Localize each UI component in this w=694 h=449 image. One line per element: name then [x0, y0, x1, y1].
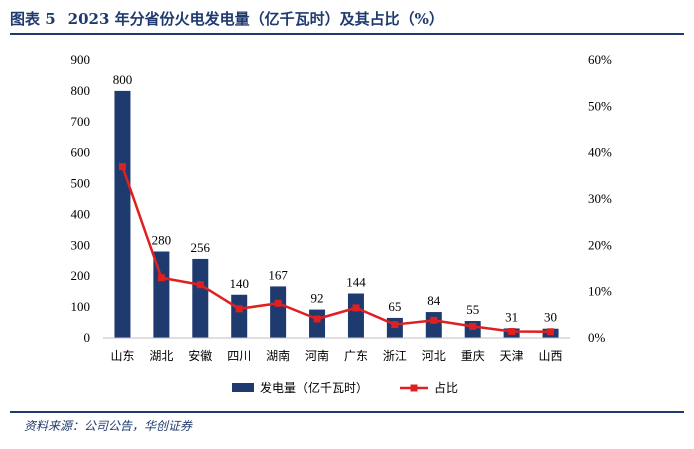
bar-data-label: 55 — [466, 302, 479, 317]
x-axis-category-label: 湖北 — [149, 348, 173, 363]
share-point-河南 — [313, 315, 321, 323]
y-axis-tick-label: 800 — [71, 83, 91, 98]
y2-axis-tick-label: 40% — [588, 145, 612, 160]
share-line — [121, 166, 551, 333]
x-axis-category-label: 河南 — [305, 348, 329, 363]
chart-area: 0 100 200 300 400 500 600 700 800 900 0% 10% 20% 30% 4… — [0, 36, 694, 408]
y2-axis-tick-label: 60% — [588, 52, 612, 67]
bar-data-label: 144 — [346, 275, 366, 290]
bar-广东 — [347, 293, 364, 338]
bar-四川 — [231, 294, 248, 338]
y-axis-tick-label: 600 — [71, 145, 91, 160]
y-axis-tick-label: 100 — [71, 299, 91, 314]
bar-data-label: 84 — [427, 293, 441, 308]
bar-安徽 — [192, 258, 209, 338]
y-axis-tick-label: 300 — [71, 237, 91, 252]
figure-caption: 2023 年分省份火电发电量（亿千瓦时）及其占比（%） — [67, 10, 444, 28]
bar-data-label: 30 — [544, 310, 557, 325]
y-axis-tick-label: 200 — [71, 268, 91, 283]
figure-title: 图表 5 2023 年分省份火电发电量（亿千瓦时）及其占比（%） — [10, 6, 456, 32]
y2-axis-tick-label: 0% — [588, 330, 606, 345]
bar-湖北 — [153, 251, 170, 338]
legend-line-label: 占比 — [434, 380, 458, 395]
bar-data-label: 167 — [268, 267, 288, 282]
share-point-山西 — [547, 328, 555, 336]
share-point-安徽 — [196, 281, 204, 289]
combo-chart: 0 100 200 300 400 500 600 700 800 900 0% 10% 20% 30% 4… — [71, 52, 613, 395]
x-axis-category-label: 四川 — [227, 349, 251, 363]
share-point-湖北 — [157, 274, 165, 282]
y2-axis-tick-label: 50% — [588, 98, 612, 113]
source-rule — [10, 411, 684, 413]
y2-axis-tick-label: 30% — [588, 191, 612, 206]
share-point-山东 — [118, 163, 126, 171]
bar-data-label: 800 — [113, 72, 133, 87]
y-axis-tick-label: 0 — [84, 330, 91, 345]
bar-山东 — [114, 90, 131, 338]
bar-data-label: 140 — [229, 276, 249, 291]
bar-河北 — [425, 312, 442, 338]
x-axis-category-label: 山西 — [539, 349, 563, 363]
bar-data-label: 280 — [152, 233, 172, 248]
y2-axis-tick-label: 10% — [588, 284, 612, 299]
y-axis-tick-label: 400 — [71, 206, 91, 221]
share-point-河北 — [430, 316, 438, 324]
bar-湖南 — [270, 286, 287, 338]
y-axis-tick-label: 500 — [71, 176, 91, 191]
x-axis-category-label: 安徽 — [188, 348, 212, 363]
y2-axis-tick-label: 20% — [588, 237, 612, 252]
share-point-湖南 — [274, 299, 282, 307]
bar-data-label: 92 — [311, 291, 324, 306]
x-axis-category-label: 重庆 — [461, 349, 485, 363]
legend-bar-label: 发电量（亿千瓦时） — [260, 380, 368, 395]
y-axis-tick-label: 900 — [71, 52, 91, 67]
share-point-浙江 — [391, 321, 399, 329]
x-axis-category-label: 河北 — [422, 349, 446, 363]
legend-line-marker — [410, 384, 418, 392]
figure-number: 图表 5 — [10, 10, 56, 28]
x-axis-category-label: 湖南 — [266, 348, 290, 363]
x-axis-category-label: 广东 — [344, 349, 368, 363]
legend-bar-swatch — [232, 383, 254, 392]
share-point-重庆 — [469, 322, 477, 330]
title-rule — [10, 33, 684, 35]
source-note: 资料来源：公司公告，华创证券 — [24, 419, 193, 433]
x-axis-category-label: 浙江 — [383, 349, 407, 363]
bar-data-label: 31 — [505, 309, 518, 324]
bar-data-label: 256 — [191, 240, 211, 255]
x-axis-category-label: 山东 — [110, 349, 134, 363]
bar-河南 — [309, 309, 326, 338]
y-axis-tick-label: 700 — [71, 114, 91, 129]
x-axis-category-label: 天津 — [500, 349, 524, 363]
share-point-天津 — [508, 328, 516, 336]
share-point-广东 — [352, 304, 360, 312]
share-point-四川 — [235, 305, 243, 313]
bar-data-label: 65 — [388, 299, 401, 314]
